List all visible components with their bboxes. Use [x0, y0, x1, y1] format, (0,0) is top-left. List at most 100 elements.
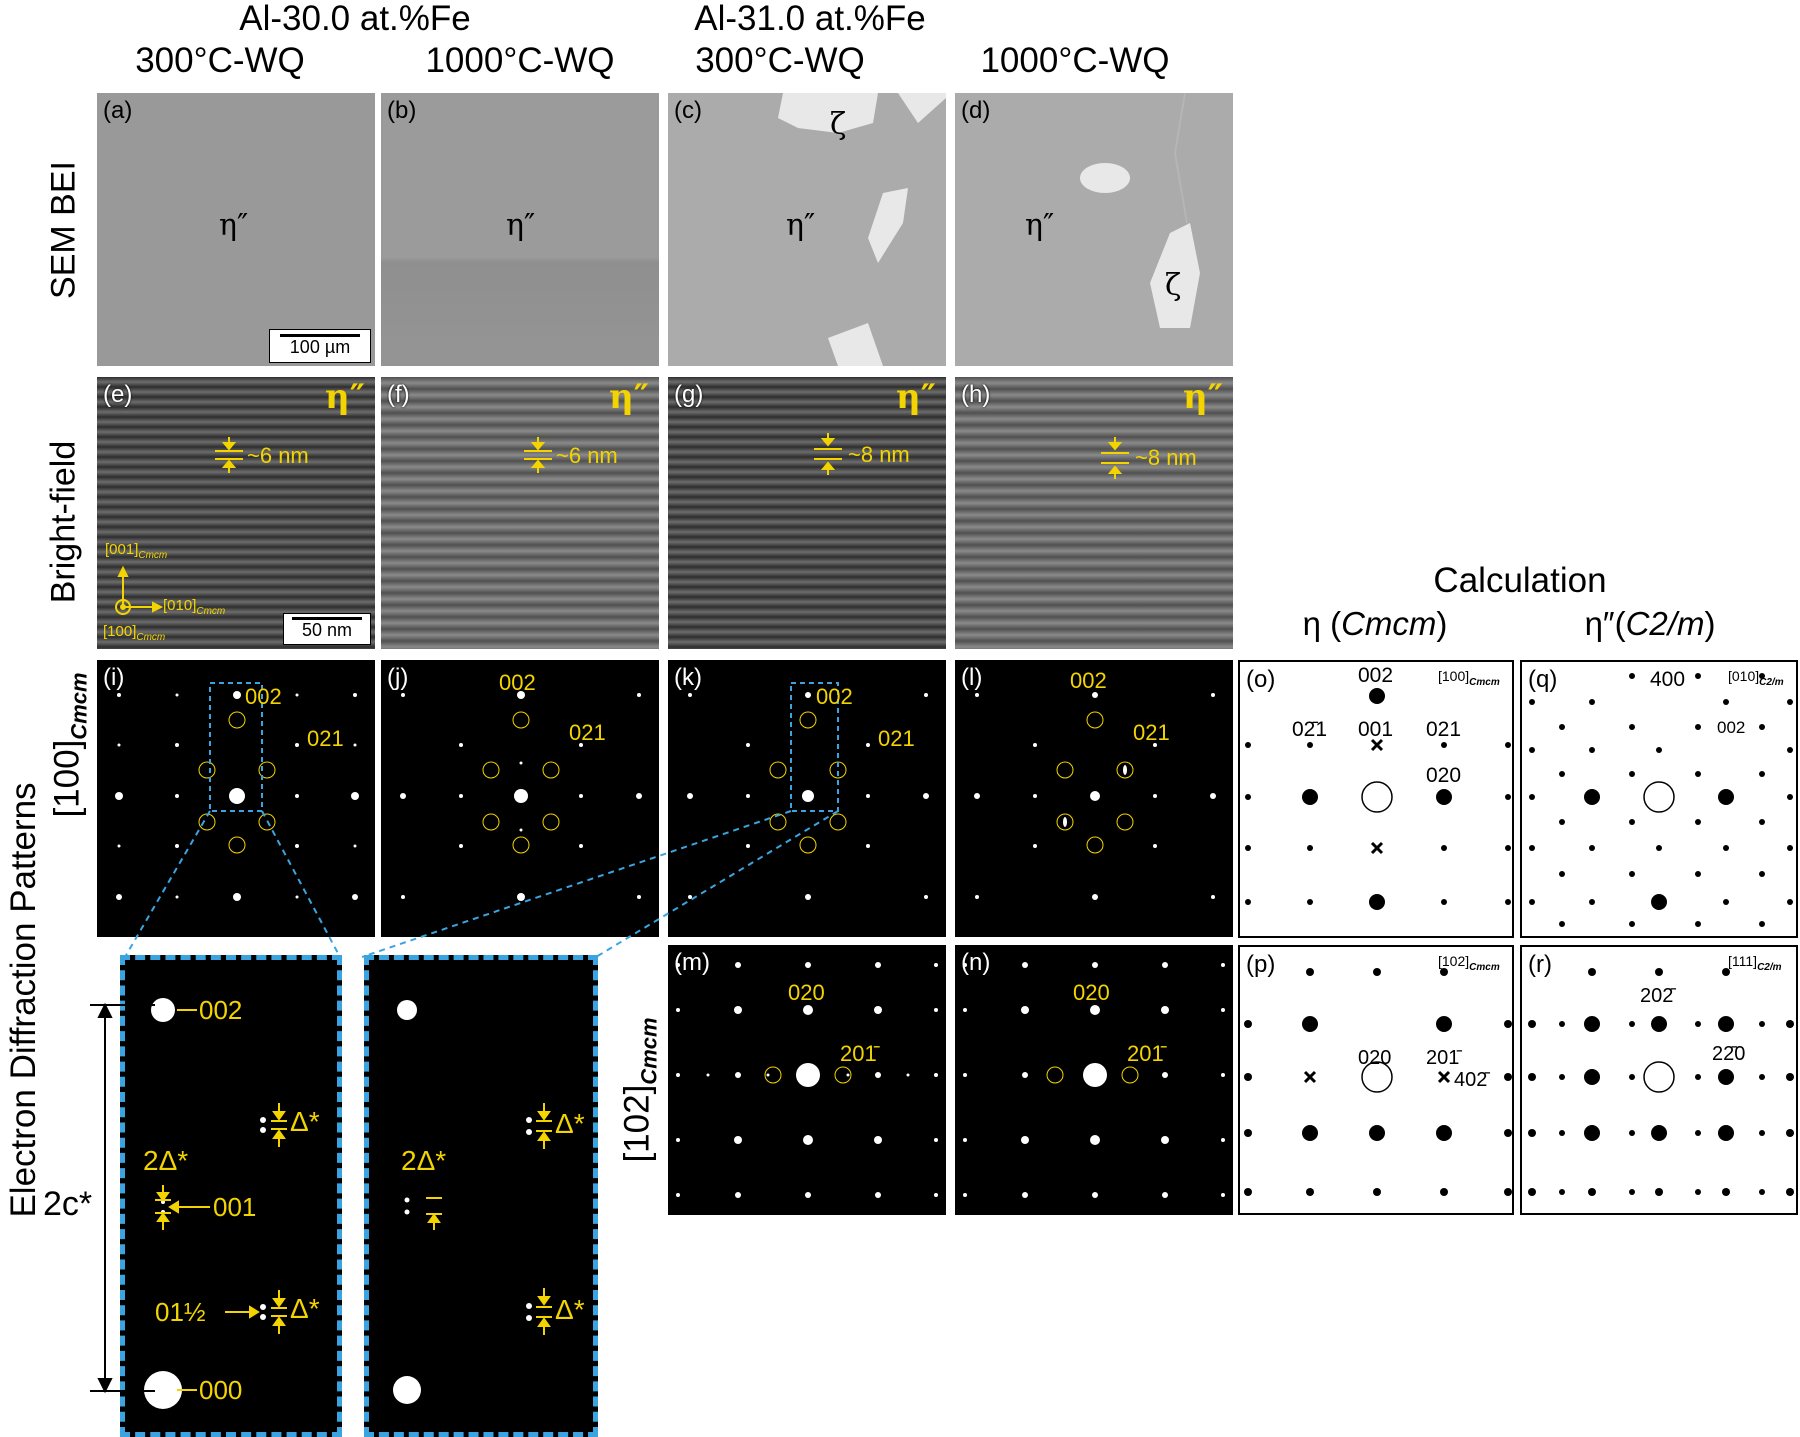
zeta-grains	[1080, 93, 1200, 328]
spot-000-label: 000	[199, 1375, 243, 1405]
group-header-al31: Al-31.0 at.%Fe	[694, 0, 926, 38]
calc-label-020: 020	[1426, 764, 1462, 787]
row-label-sem: SEM BEI	[44, 161, 83, 299]
panel-d-sem: (d) η″ ζ	[955, 93, 1233, 366]
spot-20m1-label: 201̄	[840, 1041, 877, 1066]
phase-label: η″	[786, 208, 816, 243]
col-header-c: 300°C-WQ	[695, 41, 865, 80]
panel-i-edp: (i) 002 021	[97, 660, 375, 937]
delta-label: Δ*	[555, 1108, 585, 1139]
spot-021-label: 021	[1133, 720, 1170, 745]
panel-label-q: (q)	[1528, 666, 1558, 693]
spot-20m1-label: 201̄	[1127, 1041, 1164, 1066]
row-label-edp: Electron Diffraction Patterns	[4, 782, 43, 1218]
calc-label-002: 002	[1717, 718, 1746, 737]
spot-002-label: 002	[199, 995, 243, 1025]
row-label-edp-axis: [100]Cmcm	[47, 672, 92, 818]
calc-label-002: 002	[1358, 664, 1394, 687]
calc-label-0m21: 02̄1	[1292, 718, 1328, 741]
zeta-grains	[778, 93, 946, 366]
spot-01half-label: 01½	[155, 1297, 206, 1327]
zone-axis-label: [010]C2/m	[1728, 668, 1784, 688]
panel-a-sem: (a) η″ 100 µm	[97, 93, 375, 366]
spacing-label: ~8 nm	[1135, 445, 1197, 470]
panel-m-edp: (m) 020 201̄	[668, 945, 946, 1215]
zeta-label: ζ	[1165, 268, 1182, 303]
delta-label: Δ*	[290, 1106, 320, 1137]
panel-label-e: (e)	[103, 381, 133, 408]
spacing-arrows	[1101, 437, 1129, 479]
zoom-inset-right: 2Δ* Δ* Δ*	[364, 955, 598, 1437]
spot-001-label: 001	[213, 1192, 257, 1222]
panel-g-bf: (g) η″ ~8 nm	[668, 377, 946, 649]
spot-021-label: 021	[307, 726, 344, 751]
spot-002-label: 002	[816, 684, 853, 709]
calc-spots	[1244, 968, 1512, 1196]
spot-021-label: 021	[878, 726, 915, 751]
col-header-d: 1000°C-WQ	[980, 41, 1170, 80]
zoom-spots	[144, 998, 287, 1409]
calc-header: Calculation	[1433, 561, 1607, 600]
panel-label-a: (a)	[103, 97, 133, 124]
panel-label-p: (p)	[1246, 951, 1276, 978]
two-c-label: 2c*	[43, 1185, 93, 1223]
panel-label-l: (l)	[961, 664, 983, 691]
calc-label-20m2: 202̄	[1640, 985, 1674, 1007]
panel-label-g: (g)	[674, 381, 704, 408]
diffraction-spots	[974, 692, 1216, 900]
panel-label-b: (b)	[387, 97, 417, 124]
zone-axis-label: [100]Cmcm	[1438, 668, 1500, 688]
spot-020-label: 020	[1073, 980, 1110, 1005]
zeta-label: ζ	[830, 107, 847, 142]
phase-label: η″	[325, 377, 365, 417]
calc-label-20m1: 201̄	[1426, 1047, 1460, 1069]
diffraction-spots	[963, 962, 1225, 1198]
two-delta-label: 2Δ*	[401, 1145, 447, 1176]
phase-label: η″	[609, 377, 649, 417]
calc-header-eta: η (Cmcm)	[1302, 605, 1448, 642]
phase-label: η″	[506, 208, 536, 243]
spacing-label: ~8 nm	[848, 442, 910, 467]
spacing-arrows	[215, 437, 243, 473]
calc-label-40m2: 402̄	[1454, 1069, 1488, 1091]
row-label-102-axis: [102]Cmcm	[617, 1017, 662, 1163]
phase-label: η″	[1025, 208, 1055, 243]
zone-axis-label: [102]Cmcm	[1438, 953, 1500, 973]
panel-o-calc: (o) [100]Cmcm 002 02̄1 001 021 020	[1238, 660, 1514, 938]
zone-axis-label: [111]C2/m	[1728, 953, 1782, 973]
panel-b-sem: (b) η″	[381, 93, 659, 366]
panel-label-i: (i)	[103, 664, 125, 691]
spacing-label: ~6 nm	[247, 443, 309, 468]
calc-label-021: 021	[1426, 718, 1462, 741]
zoom-spots	[393, 1000, 552, 1404]
panel-k-edp: (k) 002 021	[668, 660, 946, 937]
spacing-arrows	[524, 437, 552, 473]
dir-001-label: [001]Cmcm	[105, 541, 168, 561]
dir-010-label: [010]Cmcm	[163, 597, 226, 617]
panel-f-bf: (f) η″ ~6 nm	[381, 377, 659, 649]
panel-label-o: (o)	[1246, 666, 1276, 693]
scale-bar: 50 nm	[283, 613, 371, 645]
panel-j-edp: (j) 002 021	[381, 660, 659, 937]
panel-h-bf: (h) η″ ~8 nm	[955, 377, 1233, 649]
calc-spots	[1528, 968, 1794, 1196]
calc-header-eta2: η″(C2/m)	[1584, 605, 1716, 642]
spot-020-label: 020	[788, 980, 825, 1005]
phase-label: η″	[1183, 377, 1223, 417]
calc-label-020: 020	[1358, 1047, 1392, 1069]
direction-axes	[115, 565, 164, 615]
panel-p-calc: (p) [102]Cmcm 020 201̄ 402̄	[1238, 945, 1514, 1215]
dir-100-label: [100]Cmcm	[103, 623, 166, 643]
calc-spots	[1529, 673, 1793, 927]
spacing-arrows	[814, 433, 842, 475]
col-header-a: 300°C-WQ	[135, 41, 305, 80]
diffraction-spots	[676, 962, 938, 1198]
phase-label: η″	[219, 208, 249, 243]
delta-label: Δ*	[290, 1293, 320, 1324]
calc-label-2m20: 22̄0	[1712, 1043, 1746, 1065]
panel-n-edp: (n) 020 201̄	[955, 945, 1233, 1215]
panel-r-calc: (r) [111]C2/m 202̄ 22̄0	[1520, 945, 1798, 1215]
diffraction-spots	[687, 682, 929, 900]
group-header-al30: Al-30.0 at.%Fe	[239, 0, 471, 38]
calc-label-400: 400	[1650, 668, 1686, 691]
